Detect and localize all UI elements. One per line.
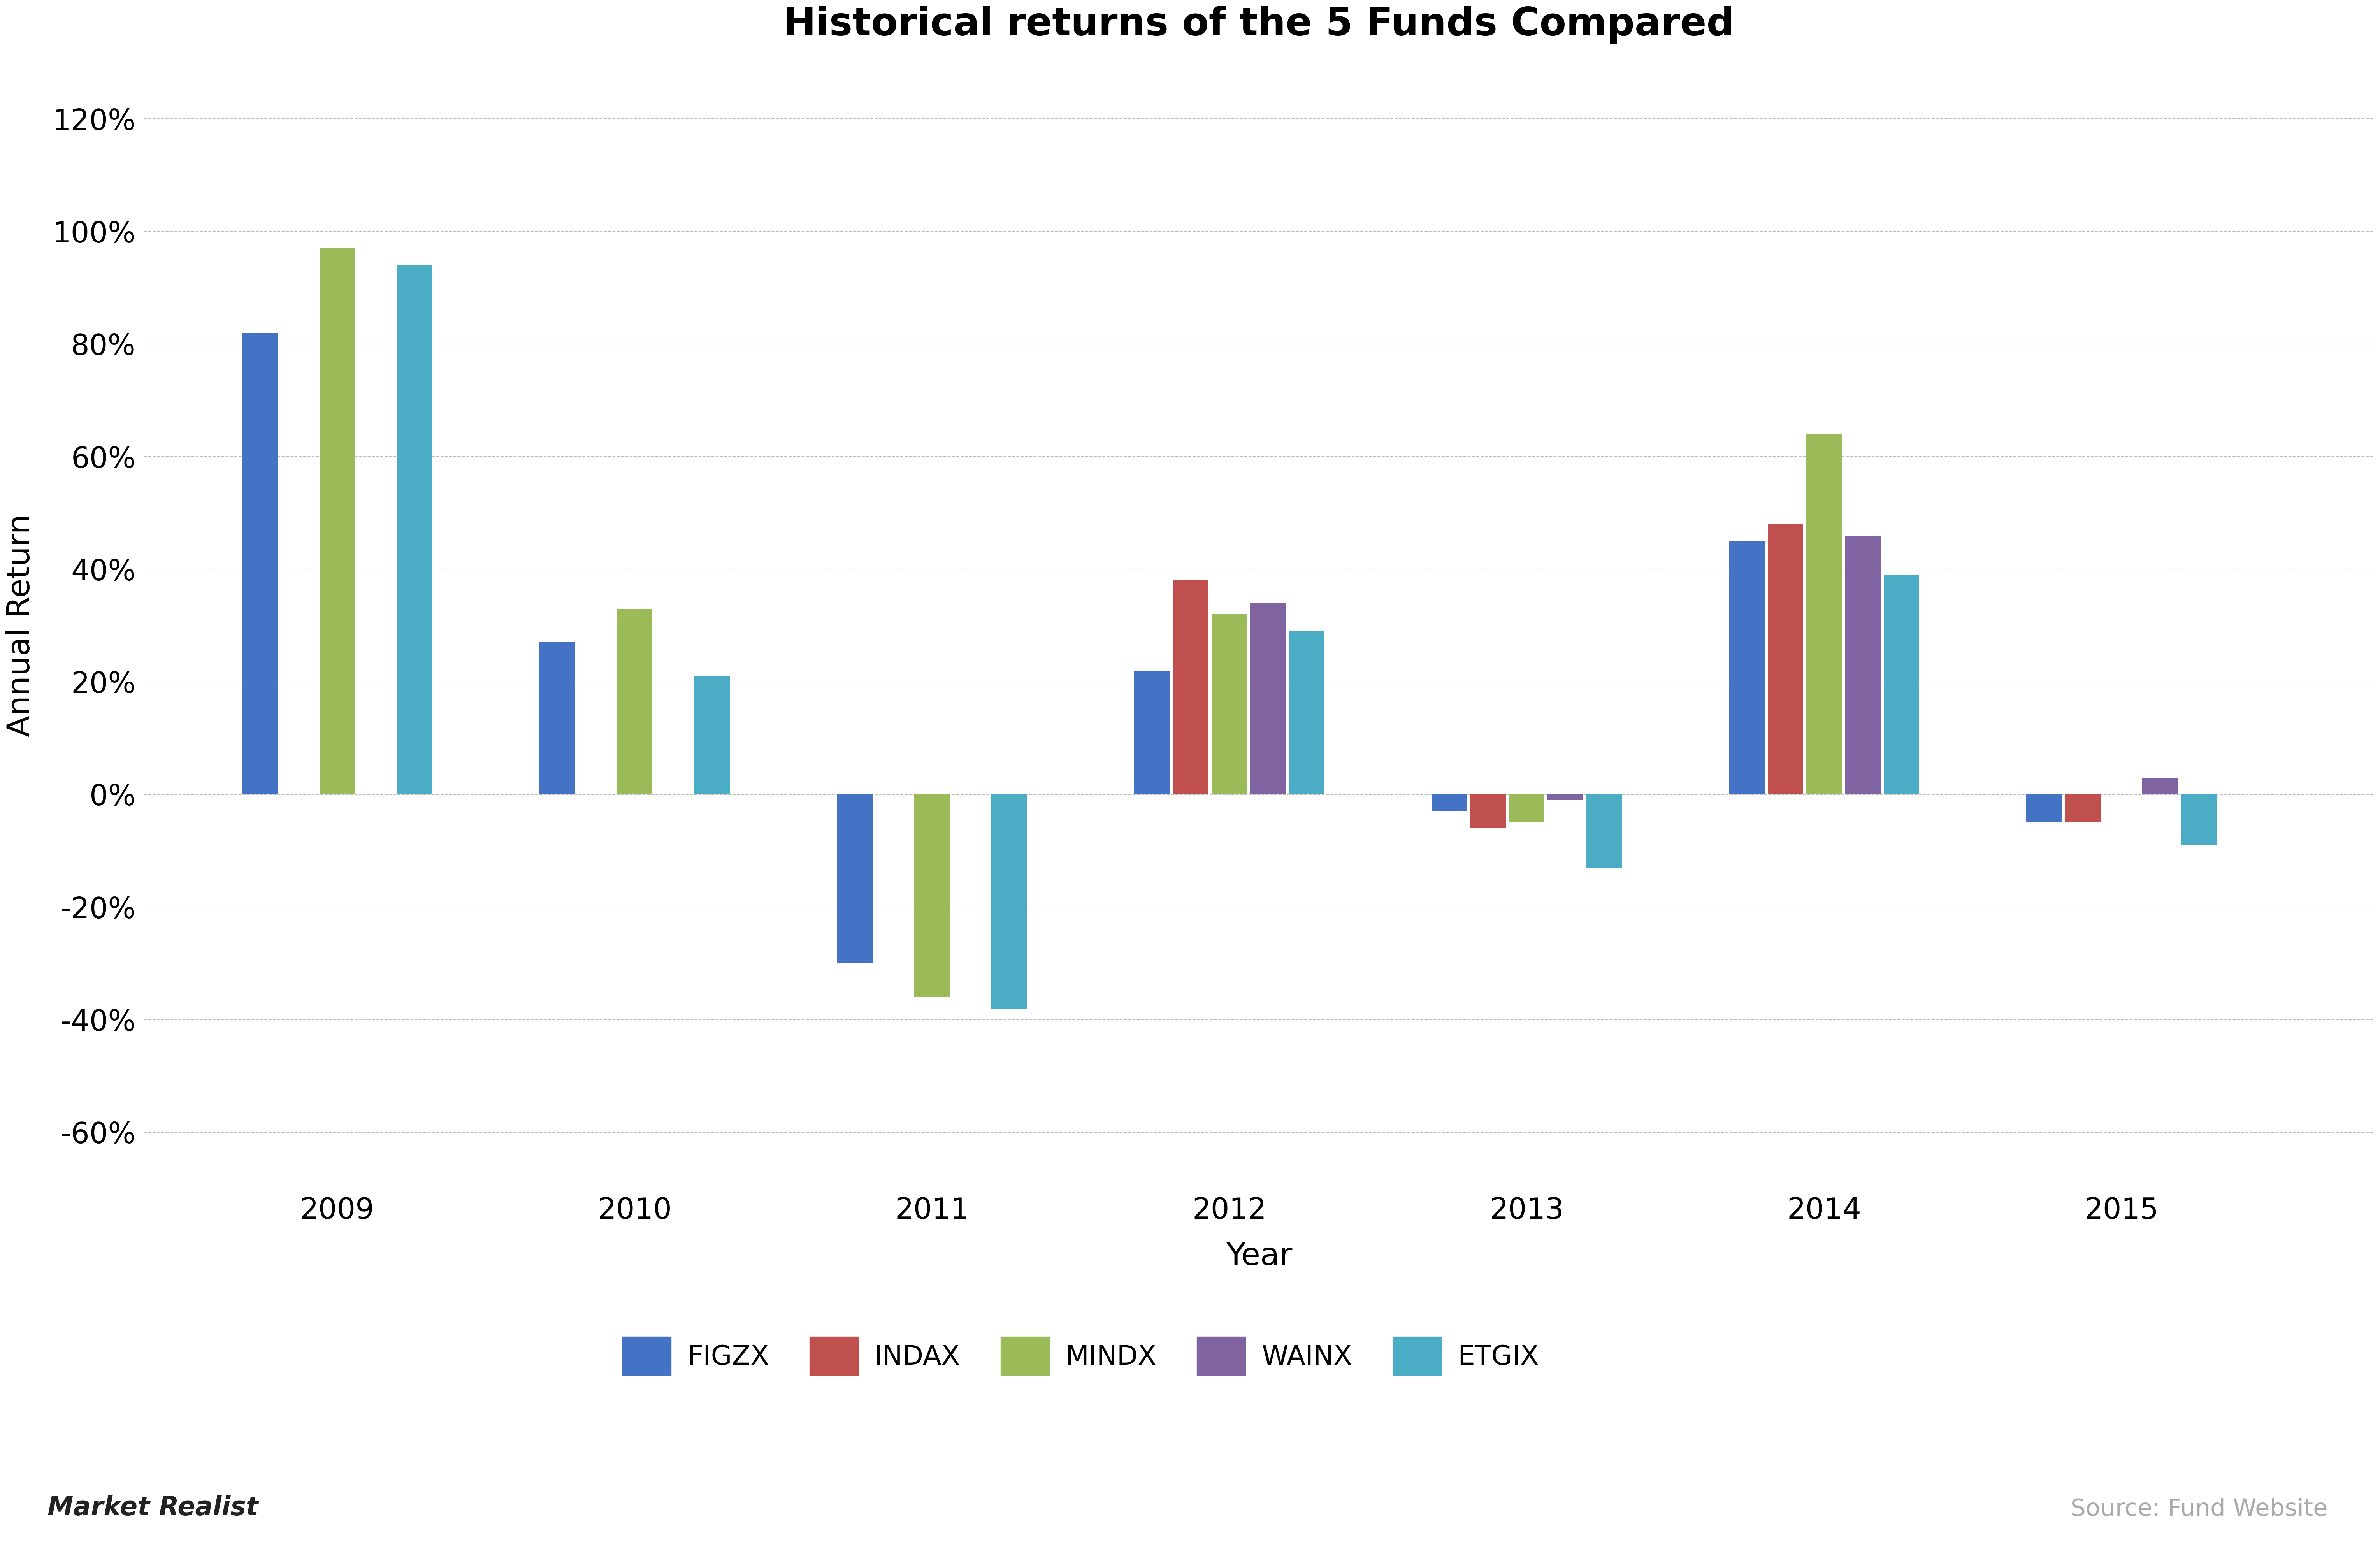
- Bar: [243, 333, 278, 795]
- Bar: [838, 795, 873, 964]
- Bar: [1585, 795, 1621, 868]
- Bar: [616, 608, 652, 795]
- Bar: [1471, 795, 1507, 829]
- Bar: [2180, 795, 2216, 844]
- Bar: [540, 642, 576, 795]
- Bar: [1728, 541, 1764, 795]
- Bar: [914, 795, 950, 997]
- Title: Historical returns of the 5 Funds Compared: Historical returns of the 5 Funds Compar…: [783, 6, 1735, 44]
- Bar: [2142, 778, 2178, 795]
- Bar: [1806, 434, 1842, 795]
- Bar: [1290, 631, 1323, 795]
- Bar: [1135, 670, 1171, 795]
- Bar: [1173, 580, 1209, 795]
- Y-axis label: Annual Return: Annual Return: [5, 515, 36, 737]
- Bar: [2025, 795, 2061, 823]
- Text: Market Realist: Market Realist: [48, 1494, 259, 1521]
- Bar: [1433, 795, 1466, 812]
- X-axis label: Year: Year: [1226, 1241, 1292, 1272]
- Bar: [695, 676, 731, 795]
- Legend: FIGZX, INDAX, MINDX, WAINX, ETGIX: FIGZX, INDAX, MINDX, WAINX, ETGIX: [612, 1326, 1549, 1386]
- Bar: [397, 266, 433, 795]
- Bar: [1547, 795, 1583, 801]
- Bar: [1509, 795, 1545, 823]
- Text: Source: Fund Website: Source: Fund Website: [2071, 1497, 2328, 1521]
- Bar: [992, 795, 1028, 1008]
- Bar: [319, 249, 355, 795]
- Bar: [1844, 535, 1880, 795]
- Bar: [2066, 795, 2102, 823]
- Bar: [1768, 524, 1804, 795]
- Bar: [1211, 614, 1247, 795]
- Bar: [1883, 575, 1918, 795]
- Bar: [1250, 603, 1285, 795]
